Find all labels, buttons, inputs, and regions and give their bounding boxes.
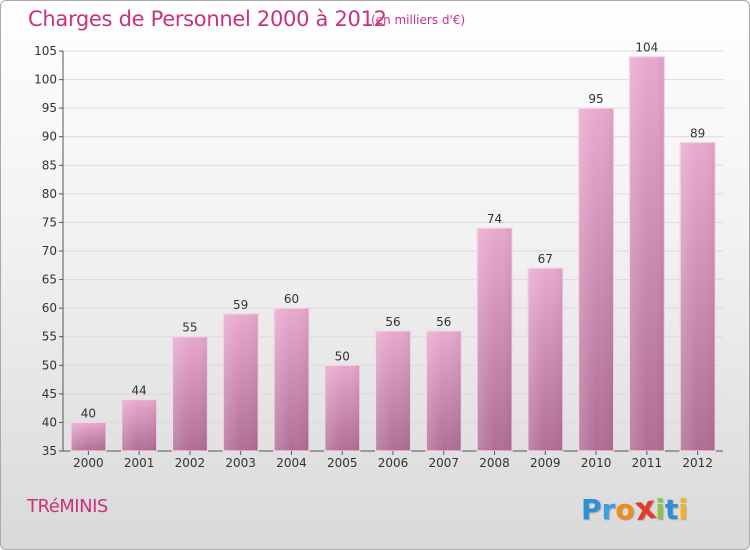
logo-letter: x	[632, 487, 658, 529]
y-tick-label: 75	[42, 215, 57, 229]
data-label: 50	[335, 349, 350, 363]
x-tick-label: 2008	[479, 456, 510, 470]
bar-shine	[680, 142, 716, 451]
bar-shine	[477, 228, 513, 451]
chart-title: Charges de Personnel 2000 à 2012	[28, 7, 387, 31]
proxiti-logo[interactable]: Proxiti	[581, 488, 691, 529]
logo-letter: i	[678, 493, 688, 526]
y-tick-label: 45	[42, 387, 57, 401]
bar-shine	[324, 365, 360, 451]
data-label: 74	[487, 212, 502, 226]
data-label: 40	[81, 406, 96, 420]
y-tick-label: 35	[42, 444, 57, 458]
bar-shine	[223, 313, 259, 451]
x-tick-label: 2007	[428, 456, 459, 470]
y-tick-label: 50	[42, 358, 57, 372]
y-tick-label: 105	[34, 44, 57, 58]
data-label: 104	[635, 41, 658, 55]
data-label: 60	[284, 292, 299, 306]
bar-shine	[172, 336, 208, 451]
logo-letter: o	[615, 493, 635, 526]
y-tick-label: 95	[42, 101, 57, 115]
data-label: 56	[385, 315, 400, 329]
logo-letter: i	[655, 493, 665, 526]
y-tick-label: 80	[42, 187, 57, 201]
bar-shine	[527, 268, 563, 451]
data-label: 56	[436, 315, 451, 329]
x-tick-label: 2010	[581, 456, 612, 470]
data-label: 44	[132, 384, 147, 398]
y-tick-label: 85	[42, 158, 57, 172]
y-tick-label: 40	[42, 415, 57, 429]
data-label: 59	[233, 298, 248, 312]
x-tick-label: 2003	[225, 456, 256, 470]
logo-letter: r	[601, 493, 616, 526]
logo-letter: t	[664, 493, 679, 526]
y-tick-label: 60	[42, 301, 57, 315]
data-label: 95	[588, 92, 603, 106]
y-tick-label: 100	[34, 73, 57, 87]
y-tick-label: 70	[42, 244, 57, 258]
x-tick-label: 2004	[276, 456, 307, 470]
x-tick-label: 2002	[175, 456, 206, 470]
data-label: 67	[538, 252, 553, 266]
x-tick-label: 2005	[327, 456, 358, 470]
bar-shine	[273, 308, 309, 451]
logo-letter: P	[581, 493, 602, 526]
bars: 40 44 55 59 60 50 56 56 74 67 95 104 89	[70, 41, 716, 452]
x-tick-label: 2009	[530, 456, 561, 470]
x-tick-label: 2006	[378, 456, 409, 470]
bar-shine	[70, 422, 106, 451]
bar-shine	[629, 56, 665, 451]
y-tick-label: 90	[42, 130, 57, 144]
x-tick-label: 2001	[124, 456, 155, 470]
y-tick-label: 65	[42, 273, 57, 287]
x-tick-label: 2011	[632, 456, 663, 470]
data-label: 89	[690, 126, 705, 140]
bar-shine	[121, 399, 157, 451]
x-tick-label: 2000	[73, 456, 104, 470]
data-label: 55	[182, 321, 197, 335]
commune-name: TRéMINIS	[27, 496, 108, 517]
x-axis: 2000 2001 2002 2003 2004 2005 2006 2007 2008 2009…	[73, 451, 713, 470]
bar-shine	[426, 331, 462, 451]
chart-subtitle: (en milliers d'€)	[371, 13, 466, 27]
y-tick-label: 55	[42, 330, 57, 344]
bar-shine	[375, 331, 411, 451]
x-tick-label: 2012	[682, 456, 713, 470]
bar-shine	[578, 108, 614, 452]
